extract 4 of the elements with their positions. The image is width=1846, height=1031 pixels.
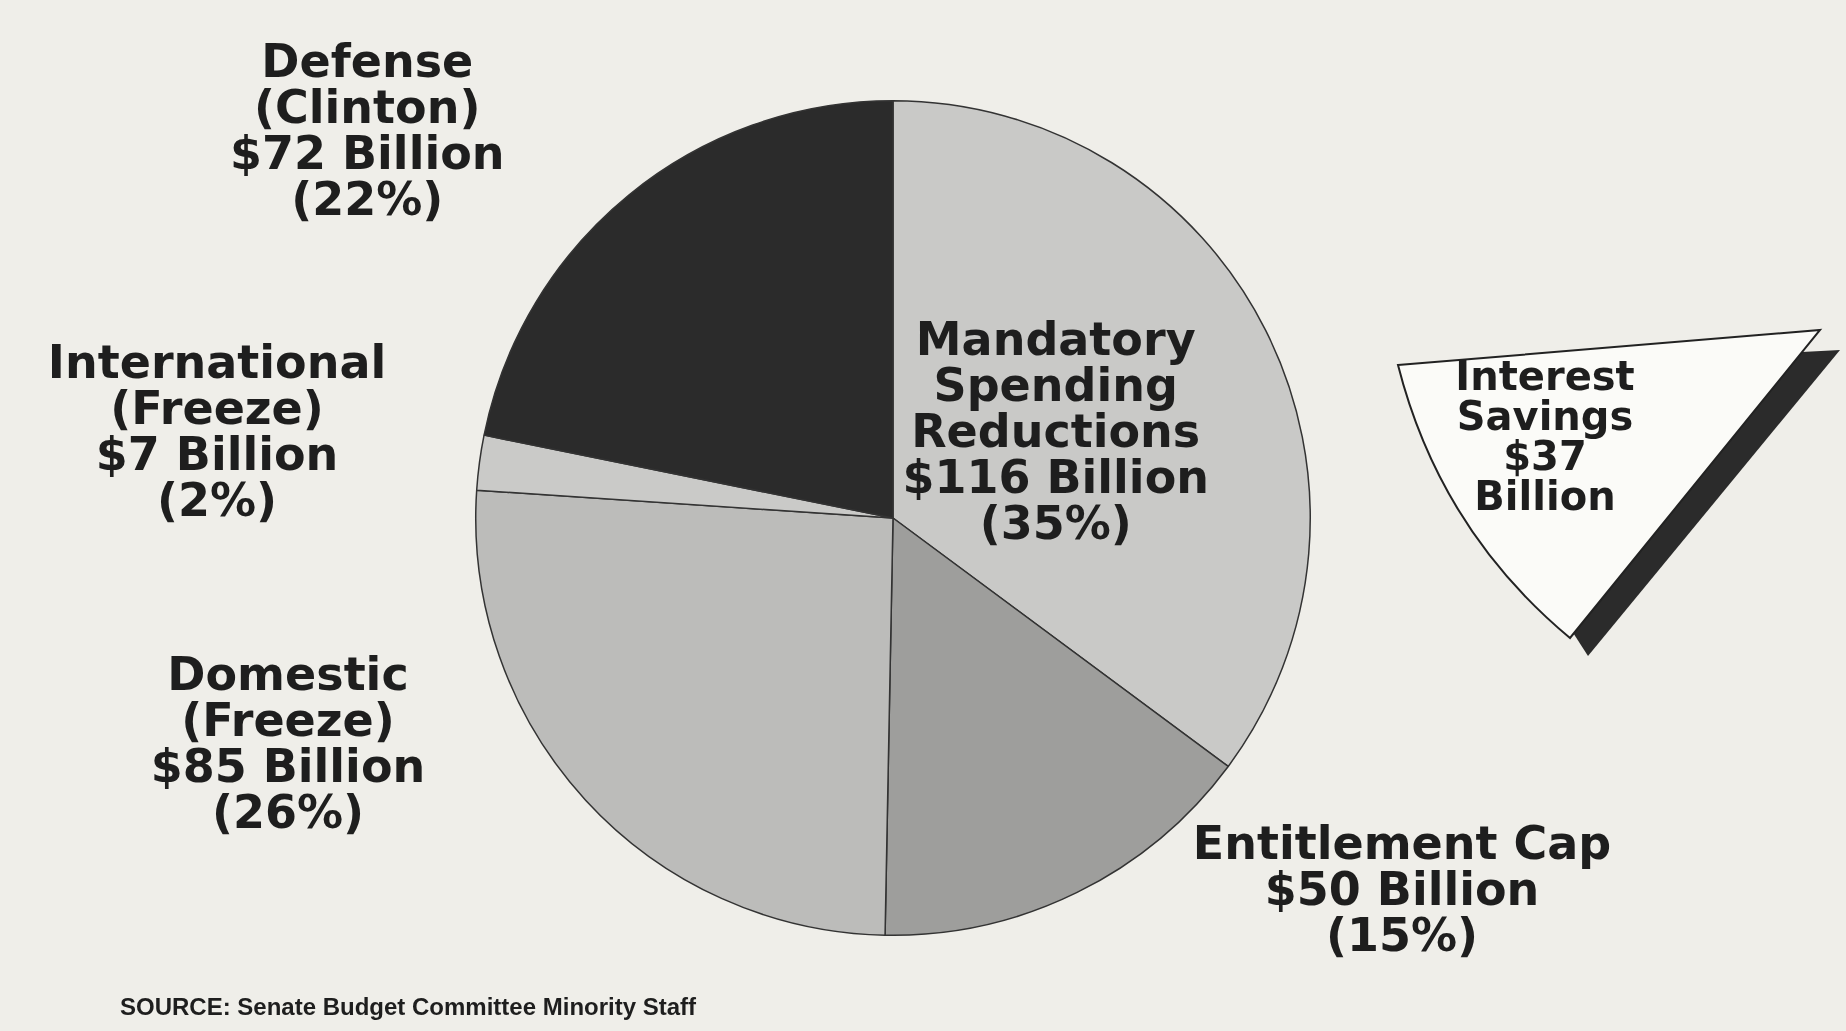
text: Interest Savings $37 Billion xyxy=(1455,353,1635,520)
slice-label: Domestic (Freeze) xyxy=(167,647,409,748)
source-note: SOURCE: Senate Budget Committee Minority Staff xyxy=(120,992,698,1020)
slice-label: Defense (Clinton) xyxy=(254,34,481,135)
